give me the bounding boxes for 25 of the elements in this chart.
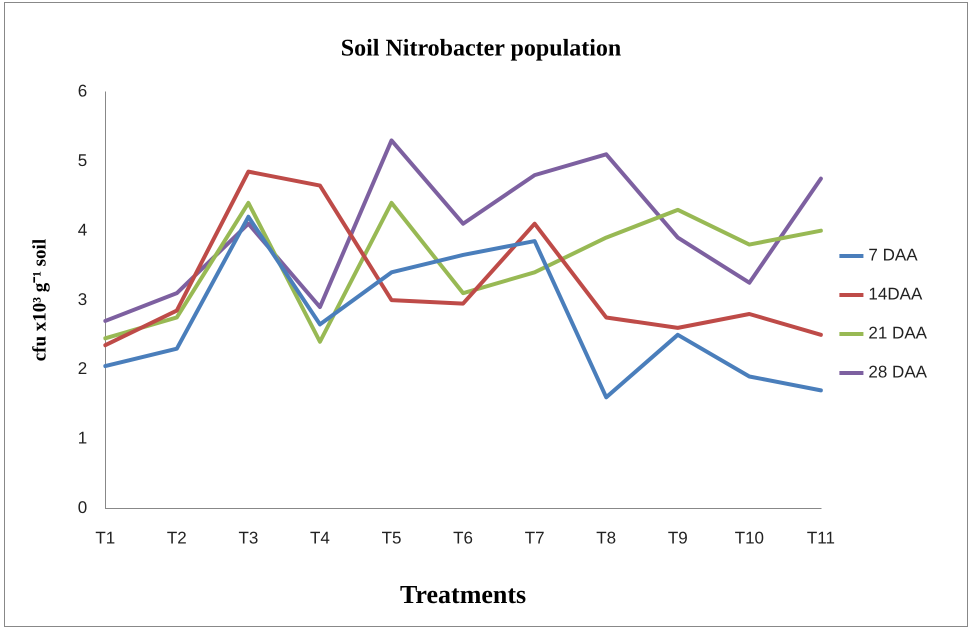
x-tick-label: T5 [382,528,402,548]
x-tick-label: T10 [734,528,764,548]
x-tick-label: T7 [524,528,545,548]
chart-title: Soil Nitrobacter population [340,36,622,62]
x-tick-label: T2 [166,528,187,548]
y-tick-label: 0 [78,498,88,518]
y-tick-label: 6 [78,81,88,100]
x-tick-label: T9 [668,528,688,548]
legend-label: 28 DAA [868,362,928,382]
y-tick-label: 5 [78,150,88,170]
x-tick-label: T11 [806,528,835,548]
x-tick-label: T6 [453,528,474,548]
legend-label: 21 DAA [868,324,928,343]
y-tick-label: 1 [78,428,88,448]
x-tick-label: T4 [310,528,330,548]
y-tick-label: 4 [78,220,88,240]
legend-label: 14DAA [868,284,923,304]
x-tick-label: T3 [238,528,258,548]
y-axis-title: cfu x10³ g⁻¹ soil [29,238,50,362]
y-tick-label: 3 [78,290,88,309]
x-axis-title: Treatments [400,580,526,610]
x-tick-label: T1 [95,528,116,548]
x-tick-label: T8 [596,528,616,548]
y-tick-label: 2 [78,359,88,378]
legend-label: 7 DAA [868,246,918,265]
